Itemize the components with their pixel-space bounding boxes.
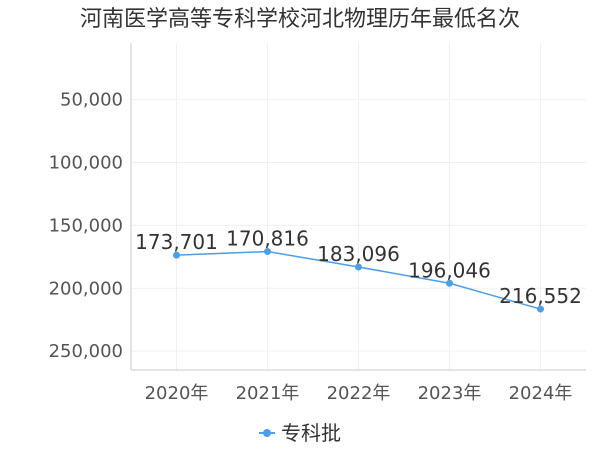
data-point — [446, 279, 453, 287]
grid-lines — [131, 43, 586, 370]
x-axis-tick-labels: 2020年 2021年 2022年 2023年 2024年 — [145, 383, 573, 404]
x-tick-label: 2021年 — [236, 383, 300, 404]
data-point — [173, 251, 180, 259]
legend: 专科批 — [0, 417, 600, 447]
legend-swatch-line-marker-icon — [259, 428, 275, 438]
data-point — [537, 305, 544, 313]
data-label: 183,096 — [317, 242, 400, 266]
y-tick-label: 200,000 — [49, 278, 123, 299]
x-tick-label: 2023年 — [418, 383, 482, 404]
data-label: 196,046 — [408, 258, 491, 282]
data-point — [264, 248, 271, 256]
x-tick-label: 2020年 — [145, 383, 209, 404]
chart-title: 河南医学高等专科学校河北物理历年最低名次 — [79, 7, 520, 32]
y-tick-label: 150,000 — [49, 215, 123, 236]
data-label: 216,552 — [499, 284, 582, 308]
legend-label: 专科批 — [281, 421, 341, 445]
axes — [130, 43, 586, 371]
legend-item-专科批[interactable]: 专科批 — [259, 419, 341, 447]
data-label: 170,816 — [226, 227, 309, 251]
series-专科批 — [173, 248, 544, 313]
x-tick-label: 2024年 — [509, 383, 573, 404]
data-point — [355, 263, 362, 271]
y-tick-label: 250,000 — [49, 341, 123, 362]
y-axis-tick-labels: 50,000 100,000 150,000 200,000 250,000 — [49, 90, 123, 363]
data-labels: 173,701 170,816 183,096 196,046 216,552 — [135, 227, 582, 309]
y-tick-label: 100,000 — [49, 152, 123, 173]
data-label: 173,701 — [135, 230, 218, 254]
x-tick-label: 2022年 — [327, 383, 391, 404]
y-tick-label: 50,000 — [60, 90, 123, 111]
